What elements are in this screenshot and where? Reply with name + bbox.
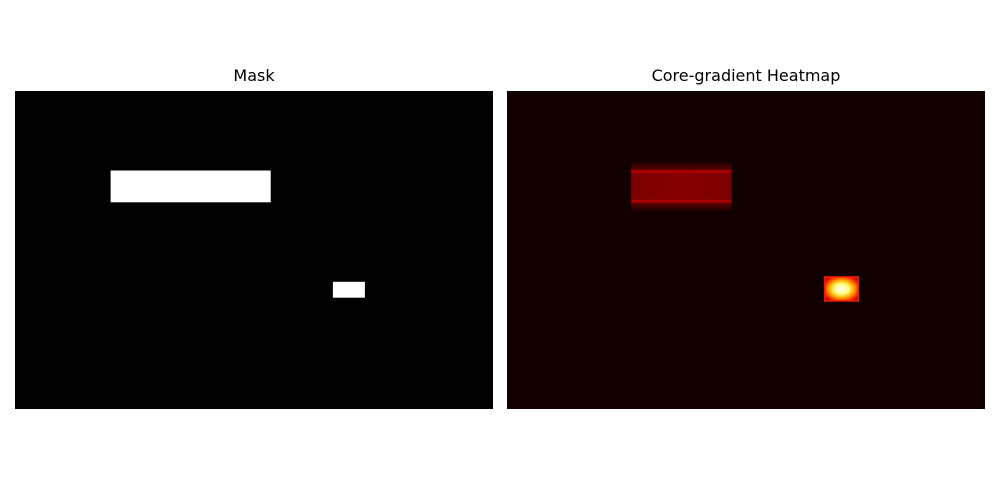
heatmap-panel bbox=[507, 91, 985, 409]
heat-region-2 bbox=[824, 276, 860, 302]
heat-region-1-core bbox=[631, 170, 732, 203]
mask-background bbox=[15, 91, 493, 409]
mask-rect-1 bbox=[110, 170, 271, 203]
heatmap-panel-title: Core-gradient Heatmap bbox=[651, 66, 841, 85]
heatmap-background bbox=[507, 91, 985, 409]
heat-region-1-top-edge bbox=[631, 170, 732, 174]
heat-region-2-edge bbox=[824, 276, 860, 302]
heat-region-1 bbox=[631, 160, 732, 212]
heat-region-1-bottom-edge bbox=[631, 199, 732, 203]
mask-panel-title: Mask bbox=[233, 66, 275, 85]
mask-panel bbox=[15, 91, 493, 409]
heat-region-2-core bbox=[824, 277, 859, 301]
mask-rect-2 bbox=[332, 281, 365, 298]
